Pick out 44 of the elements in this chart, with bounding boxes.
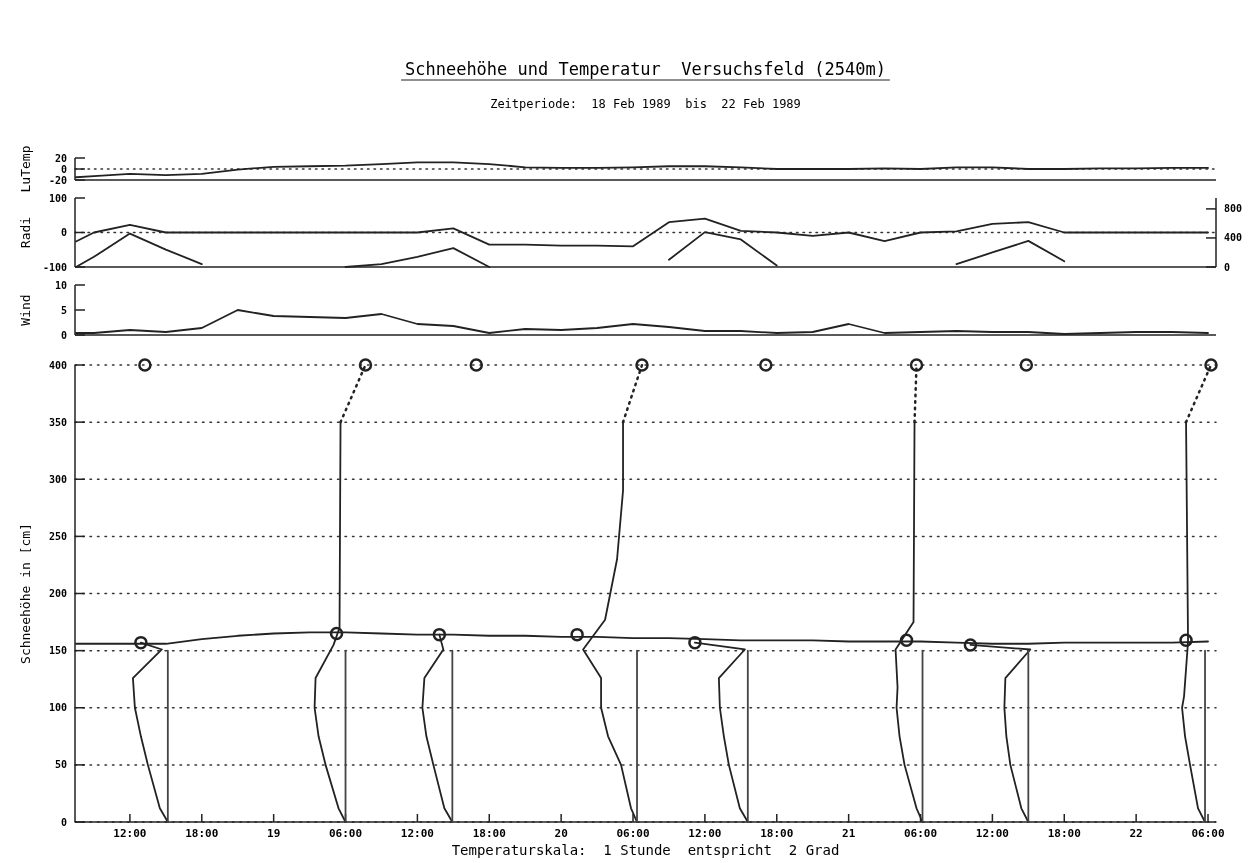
x-tick-label: 12:00 bbox=[400, 827, 434, 840]
y-tick-label: 300 bbox=[48, 473, 67, 485]
chart-subtitle: Zeitperiode: 18 Feb 1989 bis 22 Feb 1989 bbox=[490, 97, 801, 111]
x-tick-label: 18:00 bbox=[760, 827, 794, 840]
y-tick-label: 400 bbox=[48, 359, 67, 371]
x-tick-label: 06:00 bbox=[616, 827, 650, 840]
y-tick-label: 150 bbox=[48, 645, 67, 657]
x-tick-label: 06:00 bbox=[903, 827, 938, 840]
y-tick-label: 0 bbox=[60, 227, 67, 238]
y-tick-label: 20 bbox=[54, 152, 67, 164]
x-tick-label: 19 bbox=[267, 827, 281, 840]
y-tick-label: 0 bbox=[60, 329, 67, 341]
y2-tick-label: 0 bbox=[1224, 261, 1231, 273]
x-tick-label: 22 bbox=[1129, 827, 1143, 840]
y-tick-label: 200 bbox=[48, 588, 67, 599]
x-tick-label: 12:00 bbox=[688, 827, 722, 840]
y-tick-label: 5 bbox=[60, 304, 67, 316]
y-tick-label: 10 bbox=[54, 279, 67, 291]
y-axis-title: Schneehöhe in [cm] bbox=[18, 523, 33, 664]
x-tick-label: 18:00 bbox=[1047, 827, 1081, 840]
y-tick-label: 50 bbox=[54, 759, 67, 771]
y-tick-label: 250 bbox=[48, 530, 67, 542]
y-tick-label: 0 bbox=[60, 816, 67, 828]
x-tick-label: 06:00 bbox=[328, 827, 363, 840]
x-tick-label: 12:00 bbox=[113, 827, 147, 840]
y2-tick-label: 800 bbox=[1224, 203, 1243, 215]
y-tick-label: -100 bbox=[42, 261, 67, 273]
y-tick-label: 100 bbox=[48, 192, 67, 204]
y-tick-label: -20 bbox=[48, 174, 67, 186]
chart-title: Schneehöhe und Temperatur Versuchsfeld (2540m) bbox=[404, 59, 887, 79]
y-axis-title: LuTemp bbox=[18, 145, 33, 193]
x-tick-label: 20 bbox=[554, 827, 568, 840]
y-axis-title: Radi bbox=[18, 216, 33, 249]
x-axis-title: Temperaturskala: 1 Stunde entspricht 2 Grad bbox=[451, 842, 840, 858]
x-tick-label: 18:00 bbox=[185, 827, 219, 840]
y-tick-label: 0 bbox=[60, 163, 67, 175]
x-tick-label: 18:00 bbox=[472, 827, 506, 840]
y-tick-label: 350 bbox=[48, 416, 67, 428]
y-axis-title: Wind bbox=[18, 294, 33, 326]
x-tick-label: 12:00 bbox=[975, 827, 1009, 840]
x-tick-label: 21 bbox=[842, 827, 856, 840]
y-tick-label: 100 bbox=[48, 702, 67, 714]
x-tick-label: 06:00 bbox=[1191, 827, 1225, 840]
y2-tick-label: 400 bbox=[1224, 232, 1243, 244]
